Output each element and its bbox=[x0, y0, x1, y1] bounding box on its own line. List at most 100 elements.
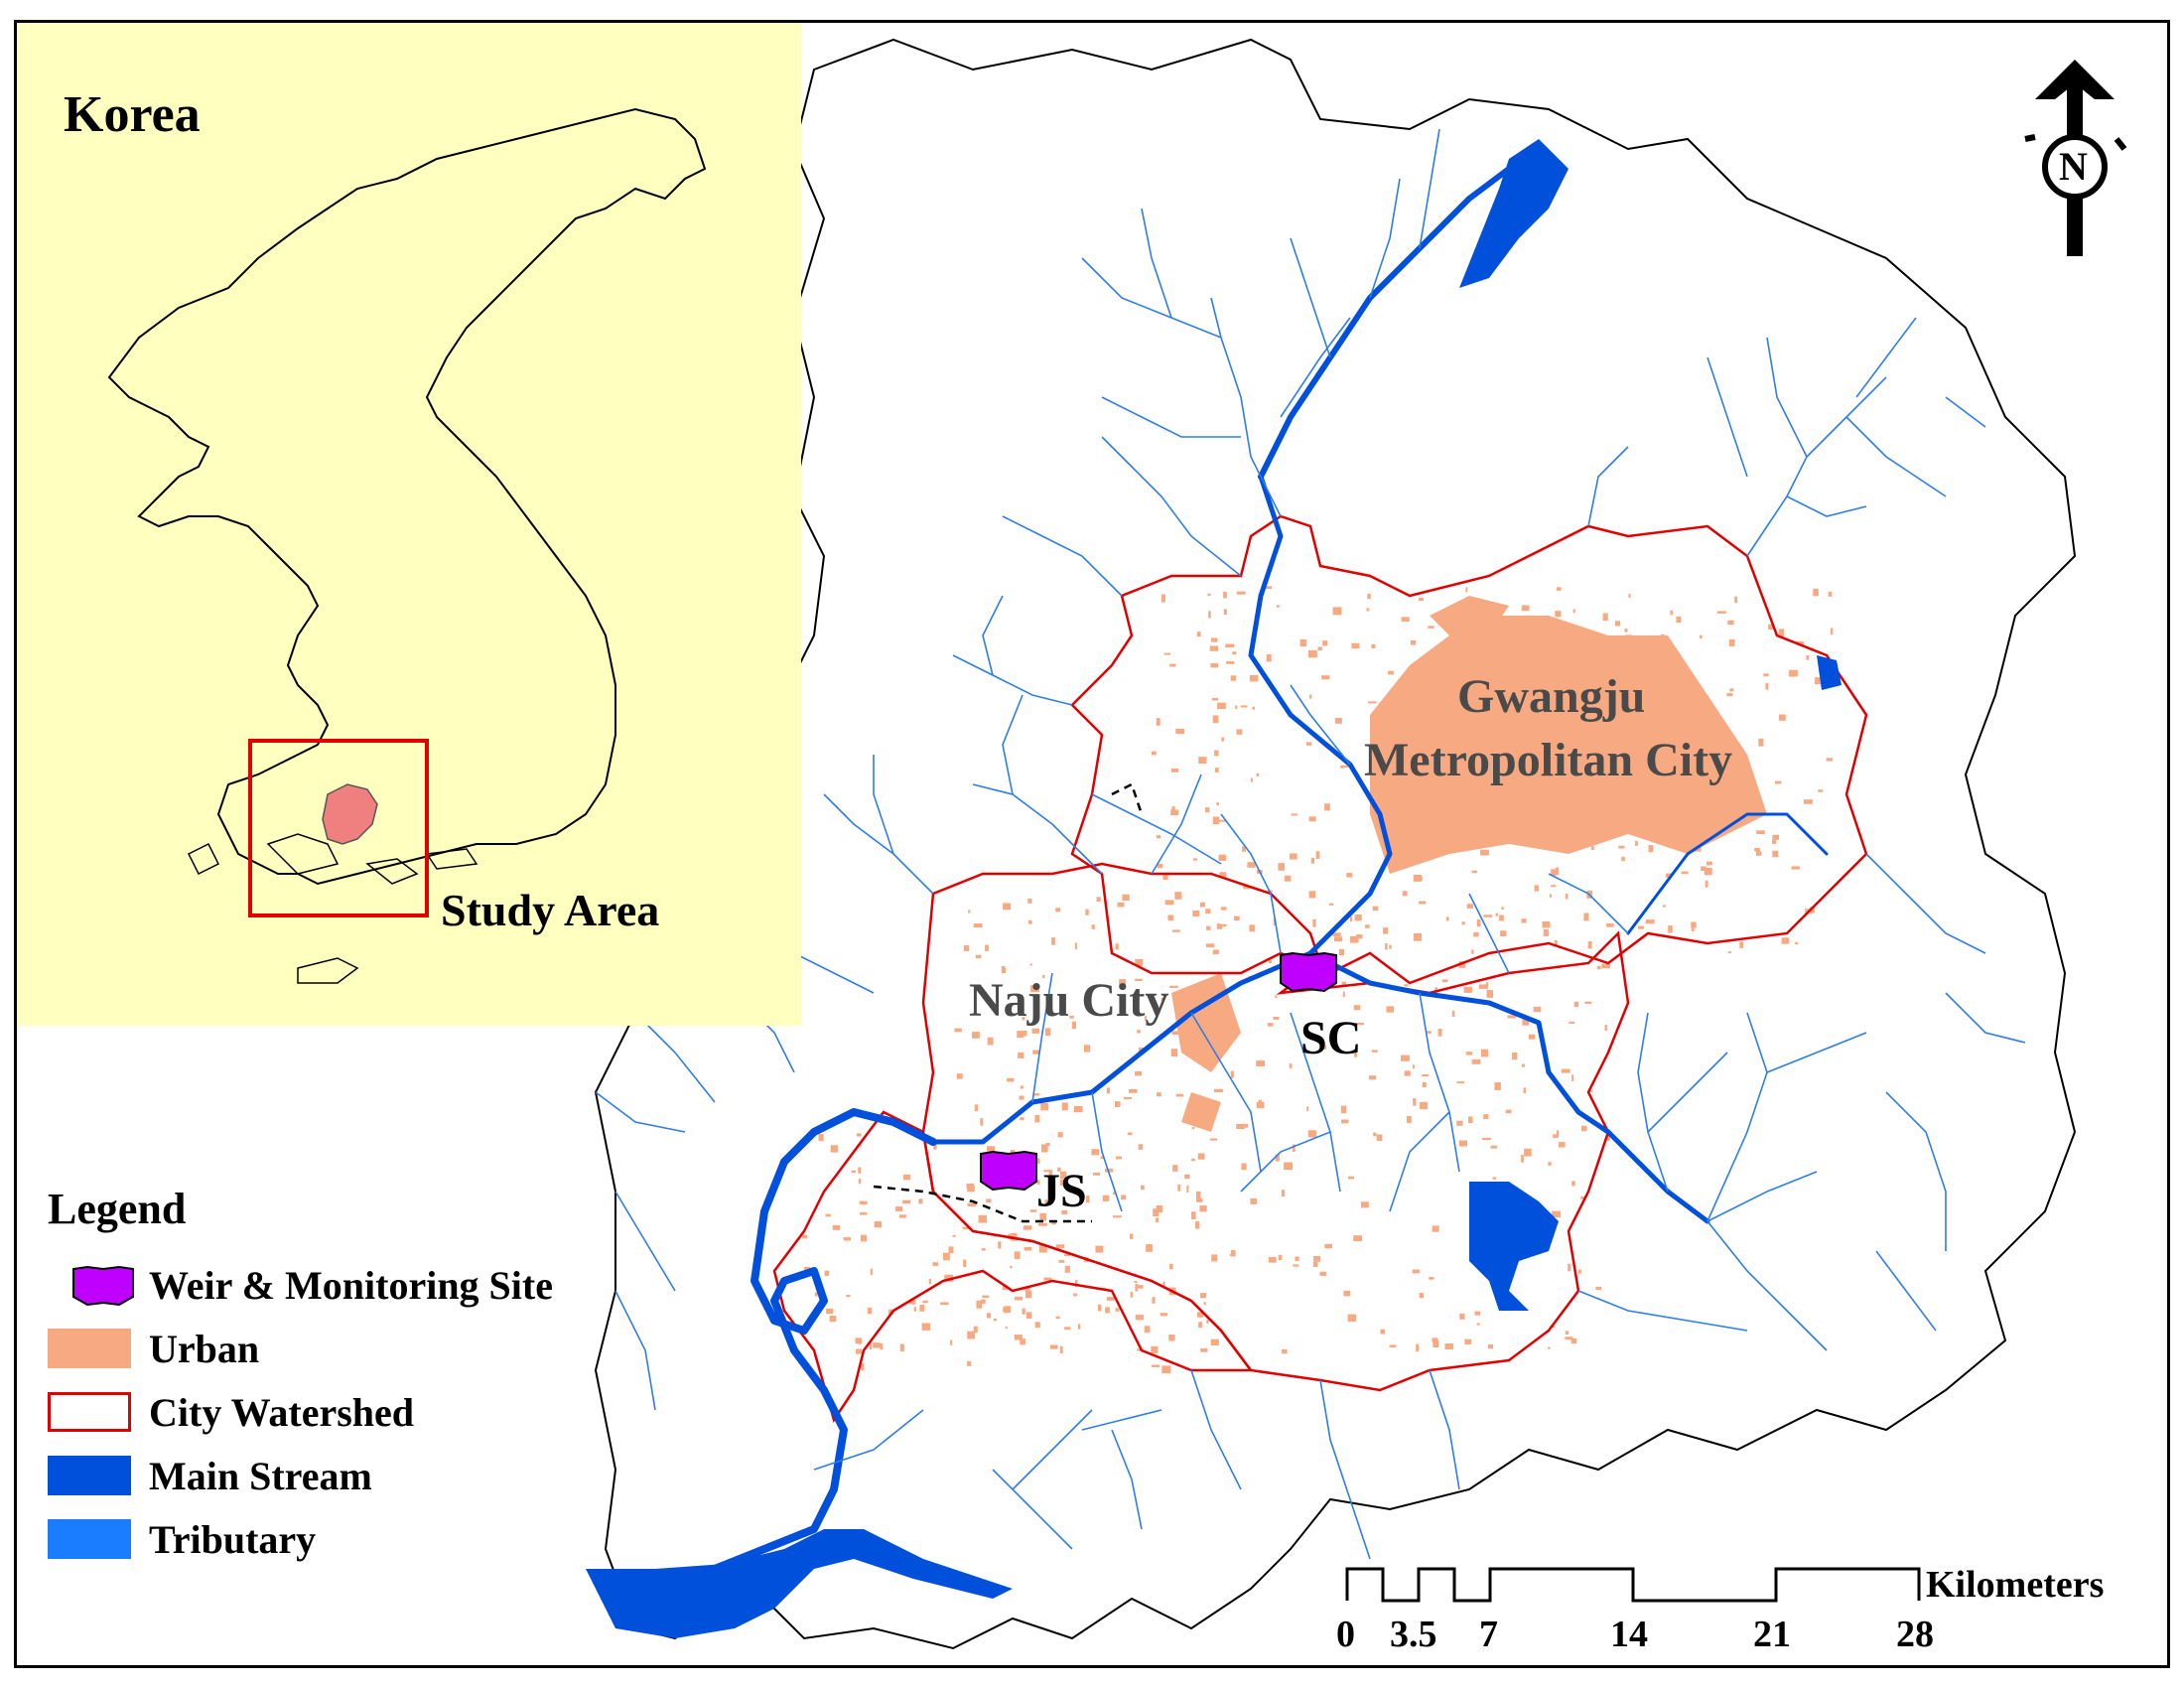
urban-patch bbox=[1130, 1292, 1134, 1298]
urban-patch bbox=[1115, 1308, 1120, 1312]
urban-patch bbox=[1505, 1109, 1512, 1114]
urban-patch bbox=[1049, 1344, 1058, 1349]
legend-label-watershed: City Watershed bbox=[149, 1389, 415, 1435]
urban-patch bbox=[1815, 677, 1822, 685]
urban-patch bbox=[1406, 680, 1411, 684]
tributary-line bbox=[1280, 317, 1351, 418]
tributary-line bbox=[614, 1290, 656, 1411]
tributary-line bbox=[1855, 317, 1917, 398]
urban-patch bbox=[1555, 611, 1562, 618]
urban-patch bbox=[1061, 1210, 1068, 1214]
legend-swatch-watershed bbox=[48, 1392, 131, 1432]
urban-patch bbox=[1156, 835, 1160, 839]
urban-patch bbox=[1437, 1029, 1442, 1037]
urban-patch bbox=[1115, 1101, 1121, 1108]
urban-patch bbox=[1069, 1015, 1074, 1019]
gwangju-label-line2: Metropolitan City bbox=[1364, 734, 1733, 786]
urban-patch bbox=[1389, 944, 1392, 949]
urban-patch bbox=[1241, 1123, 1249, 1128]
urban-patch bbox=[1413, 933, 1422, 941]
urban-patch bbox=[1128, 1088, 1138, 1093]
urban-patch bbox=[943, 1252, 950, 1261]
urban-patch bbox=[1315, 851, 1320, 859]
urban-patch bbox=[851, 1170, 857, 1174]
urban-patch bbox=[1317, 646, 1322, 650]
urban-patch bbox=[1350, 916, 1353, 922]
urban-patch bbox=[1020, 1085, 1024, 1089]
urban-patch bbox=[1152, 1297, 1156, 1304]
urban-patch bbox=[1186, 1185, 1189, 1193]
urban-patch bbox=[1015, 1335, 1023, 1340]
urban-patch bbox=[1522, 1019, 1530, 1026]
urban-patch bbox=[1551, 885, 1556, 888]
korea-outline bbox=[107, 107, 707, 886]
urban-patch bbox=[1223, 609, 1227, 615]
tributary-line bbox=[1548, 873, 1629, 934]
urban-patch bbox=[1562, 731, 1567, 739]
urban-patch bbox=[1284, 1162, 1293, 1171]
scale-tick-3: 14 bbox=[1610, 1614, 1648, 1655]
urban-patch bbox=[1387, 739, 1396, 743]
weir-site-sc[interactable] bbox=[1280, 951, 1337, 993]
urban-patch bbox=[1401, 617, 1410, 623]
urban-patch bbox=[1556, 587, 1562, 591]
urban-patch bbox=[1216, 996, 1222, 1003]
tributary-line bbox=[595, 1091, 686, 1133]
urban-patch bbox=[1570, 630, 1574, 635]
urban-patch bbox=[1559, 1142, 1566, 1148]
urban-patch bbox=[963, 945, 970, 951]
urban-patch bbox=[1162, 1281, 1165, 1288]
tributary-line bbox=[1002, 694, 1024, 795]
urban-patch bbox=[1058, 1260, 1065, 1263]
tributary-line bbox=[1706, 1220, 1828, 1351]
urban-patch bbox=[1577, 1269, 1581, 1274]
urban-patch bbox=[1306, 1106, 1309, 1111]
tributary-line bbox=[1190, 1369, 1242, 1490]
urban-patch bbox=[1698, 739, 1706, 745]
site-label-sc: SC bbox=[1300, 1012, 1362, 1064]
urban-patch bbox=[1351, 642, 1360, 649]
legend-label-urban: Urban bbox=[149, 1326, 260, 1371]
tributary-line bbox=[1945, 992, 2026, 1044]
korea-islands bbox=[187, 833, 478, 984]
urban-patch bbox=[1795, 941, 1799, 945]
urban-patch bbox=[1156, 718, 1160, 726]
urban-patch bbox=[1064, 1254, 1071, 1256]
urban-patch bbox=[860, 1212, 868, 1215]
urban-patch bbox=[1459, 619, 1463, 623]
urban-patch bbox=[1621, 856, 1625, 862]
urban-patch bbox=[1192, 911, 1200, 916]
urban-patch bbox=[1441, 979, 1448, 983]
urban-patch bbox=[954, 1028, 962, 1033]
urban-patch bbox=[998, 1241, 1002, 1249]
urban-patch bbox=[843, 1237, 851, 1241]
urban-patch bbox=[1349, 935, 1359, 943]
urban-patch bbox=[1419, 597, 1424, 602]
urban-patch bbox=[1295, 1256, 1299, 1262]
urban-patch bbox=[1739, 941, 1744, 948]
urban-patch bbox=[1486, 990, 1494, 998]
urban-patch bbox=[1036, 1180, 1040, 1185]
urban-patch bbox=[1535, 765, 1543, 769]
urban-patch bbox=[985, 944, 989, 951]
urban-patch bbox=[1625, 634, 1633, 641]
urban-patch bbox=[1156, 1217, 1160, 1222]
urban-patch bbox=[1677, 767, 1682, 770]
urban-patch bbox=[973, 1326, 978, 1334]
weir-site-js[interactable] bbox=[980, 1150, 1037, 1192]
urban-patch bbox=[1195, 1221, 1200, 1229]
urban-speckle bbox=[802, 586, 1834, 1374]
urban-patch bbox=[1491, 781, 1495, 785]
urban-patch bbox=[1601, 963, 1610, 969]
urban-patch bbox=[825, 1213, 831, 1217]
urban-patch bbox=[1695, 685, 1699, 691]
urban-patch bbox=[1264, 586, 1273, 590]
urban-patch bbox=[1638, 925, 1644, 929]
urban-patch bbox=[1699, 634, 1703, 638]
urban-patch bbox=[1828, 591, 1833, 597]
urban-patch bbox=[1429, 1277, 1434, 1280]
urban-patch bbox=[1493, 672, 1500, 675]
urban-patch bbox=[1119, 979, 1127, 986]
urban-patch bbox=[858, 1167, 862, 1174]
urban-patch bbox=[1144, 1326, 1151, 1334]
